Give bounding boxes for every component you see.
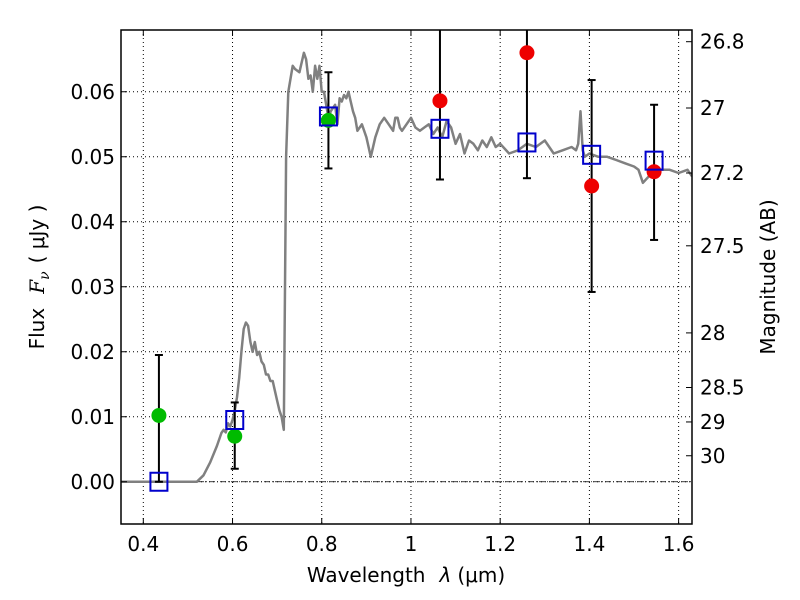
- y2-tick-label: 28.5: [700, 376, 745, 400]
- plot-frame: [120, 29, 693, 525]
- y-tick-label: 0.03: [70, 275, 115, 299]
- y2-tick-label: 30: [700, 444, 725, 468]
- model-band-square: [149, 471, 169, 492]
- model-band-square: [582, 144, 602, 165]
- y-tick-label: 0.05: [70, 145, 115, 169]
- model-band-square: [517, 132, 537, 153]
- x-tick-label: 1.4: [573, 532, 605, 556]
- x-tick-label: 1.6: [663, 532, 695, 556]
- model-band-square: [430, 118, 450, 139]
- y-tick-label: 0.00: [70, 470, 115, 494]
- x-axis-label: Wavelength λ (μm): [307, 563, 505, 587]
- y2-tick-label: 27: [700, 96, 725, 120]
- y-tick-label: 0.06: [70, 80, 115, 104]
- x-tick-label: 0.6: [217, 532, 249, 556]
- model-band-square: [318, 106, 338, 127]
- y-tick-label: 0.01: [70, 405, 115, 429]
- green-data-point: [320, 112, 336, 128]
- x-tick-label: 0.8: [306, 532, 338, 556]
- red-data-point: [519, 45, 535, 61]
- y2-tick-label: 27.2: [700, 161, 745, 185]
- y-axis-label: FluxFν( μJy ): [25, 205, 53, 350]
- y-tick-label: 0.04: [70, 210, 115, 234]
- green-data-point: [151, 407, 167, 423]
- x-tick-label: 0.4: [127, 532, 159, 556]
- model-band-square: [225, 410, 245, 430]
- x-tick-label: 1: [405, 532, 418, 556]
- y2-tick-label: 26.8: [700, 30, 745, 54]
- y2-tick-label: 29: [700, 410, 725, 434]
- red-data-point: [584, 178, 600, 194]
- y2-tick-label: 28: [700, 321, 725, 345]
- x-tick-label: 1.2: [484, 532, 516, 556]
- model-band-square: [644, 150, 664, 171]
- y-tick-label: 0.02: [70, 340, 115, 364]
- plot-area: [121, 30, 692, 492]
- green-data-point: [227, 428, 243, 444]
- red-data-point: [646, 164, 662, 180]
- y2-axis-label: Magnitude (AB): [756, 199, 780, 354]
- model-spectrum-line: [121, 51, 692, 484]
- y2-tick-label: 27.5: [700, 234, 745, 258]
- axis-ticks: 0.4 0.6 0.8 1 1.2 1.4 1.6 0.00 0.01 0.02 0.03 0.04 0…: [70, 30, 744, 556]
- red-data-point: [432, 93, 448, 109]
